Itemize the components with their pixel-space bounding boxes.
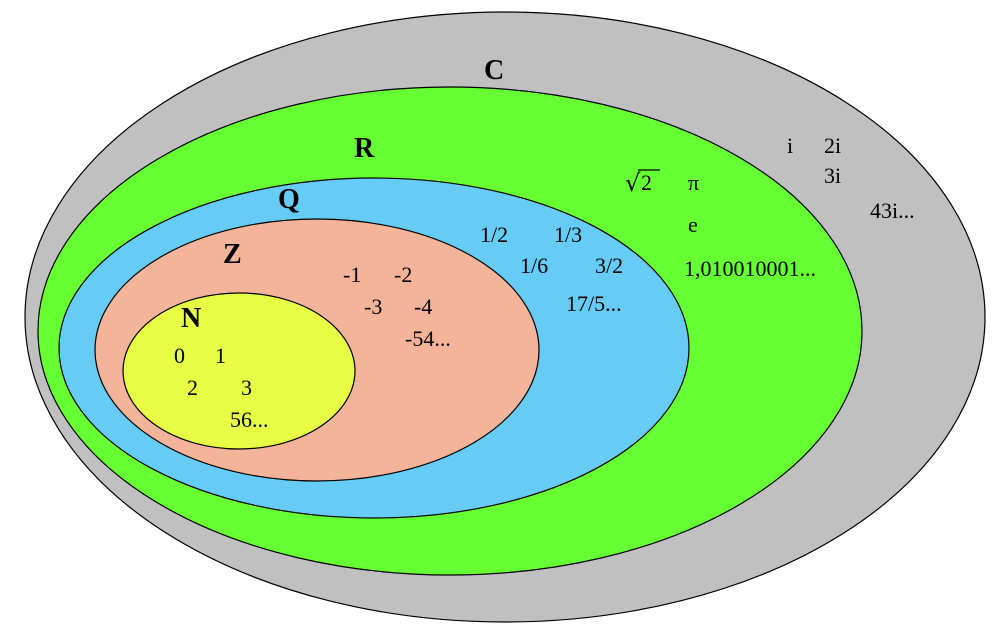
rational-example: 3/2 [595, 253, 623, 278]
integer-example: -2 [394, 262, 412, 287]
rational-example: 1/3 [554, 222, 582, 247]
real-example: e [688, 212, 698, 237]
integer-example: -4 [414, 294, 432, 319]
integer-example: -1 [343, 262, 361, 287]
complex-example: 43i... [870, 198, 915, 223]
natural-example: 2 [187, 375, 198, 400]
real-example: 1,010010001... [684, 256, 816, 281]
real-set-label: R [354, 133, 375, 164]
integer-set-label: Z [223, 239, 242, 270]
natural-example: 56... [230, 407, 269, 432]
rational-example: 1/2 [480, 222, 508, 247]
rational-example: 1/6 [520, 253, 548, 278]
complex-example: 3i [824, 163, 841, 188]
rational-set-label: Q [278, 184, 300, 215]
natural-example: 0 [174, 343, 185, 368]
complex-example: i [787, 133, 793, 158]
complex-example: 2i [824, 133, 841, 158]
real-example: π [688, 170, 699, 195]
integer-example: -54... [405, 326, 451, 351]
natural-example: 1 [215, 343, 226, 368]
sqrt-two-example: √ 2 [625, 169, 660, 197]
complex-set-label: C [484, 55, 504, 86]
sqrt-argument: 2 [641, 170, 652, 195]
natural-set-region [122, 292, 356, 450]
natural-example: 3 [241, 375, 252, 400]
integer-example: -3 [364, 294, 382, 319]
natural-set-label: N [181, 303, 201, 334]
rational-example: 17/5... [566, 291, 622, 316]
sqrt-symbol: √ [625, 169, 641, 197]
